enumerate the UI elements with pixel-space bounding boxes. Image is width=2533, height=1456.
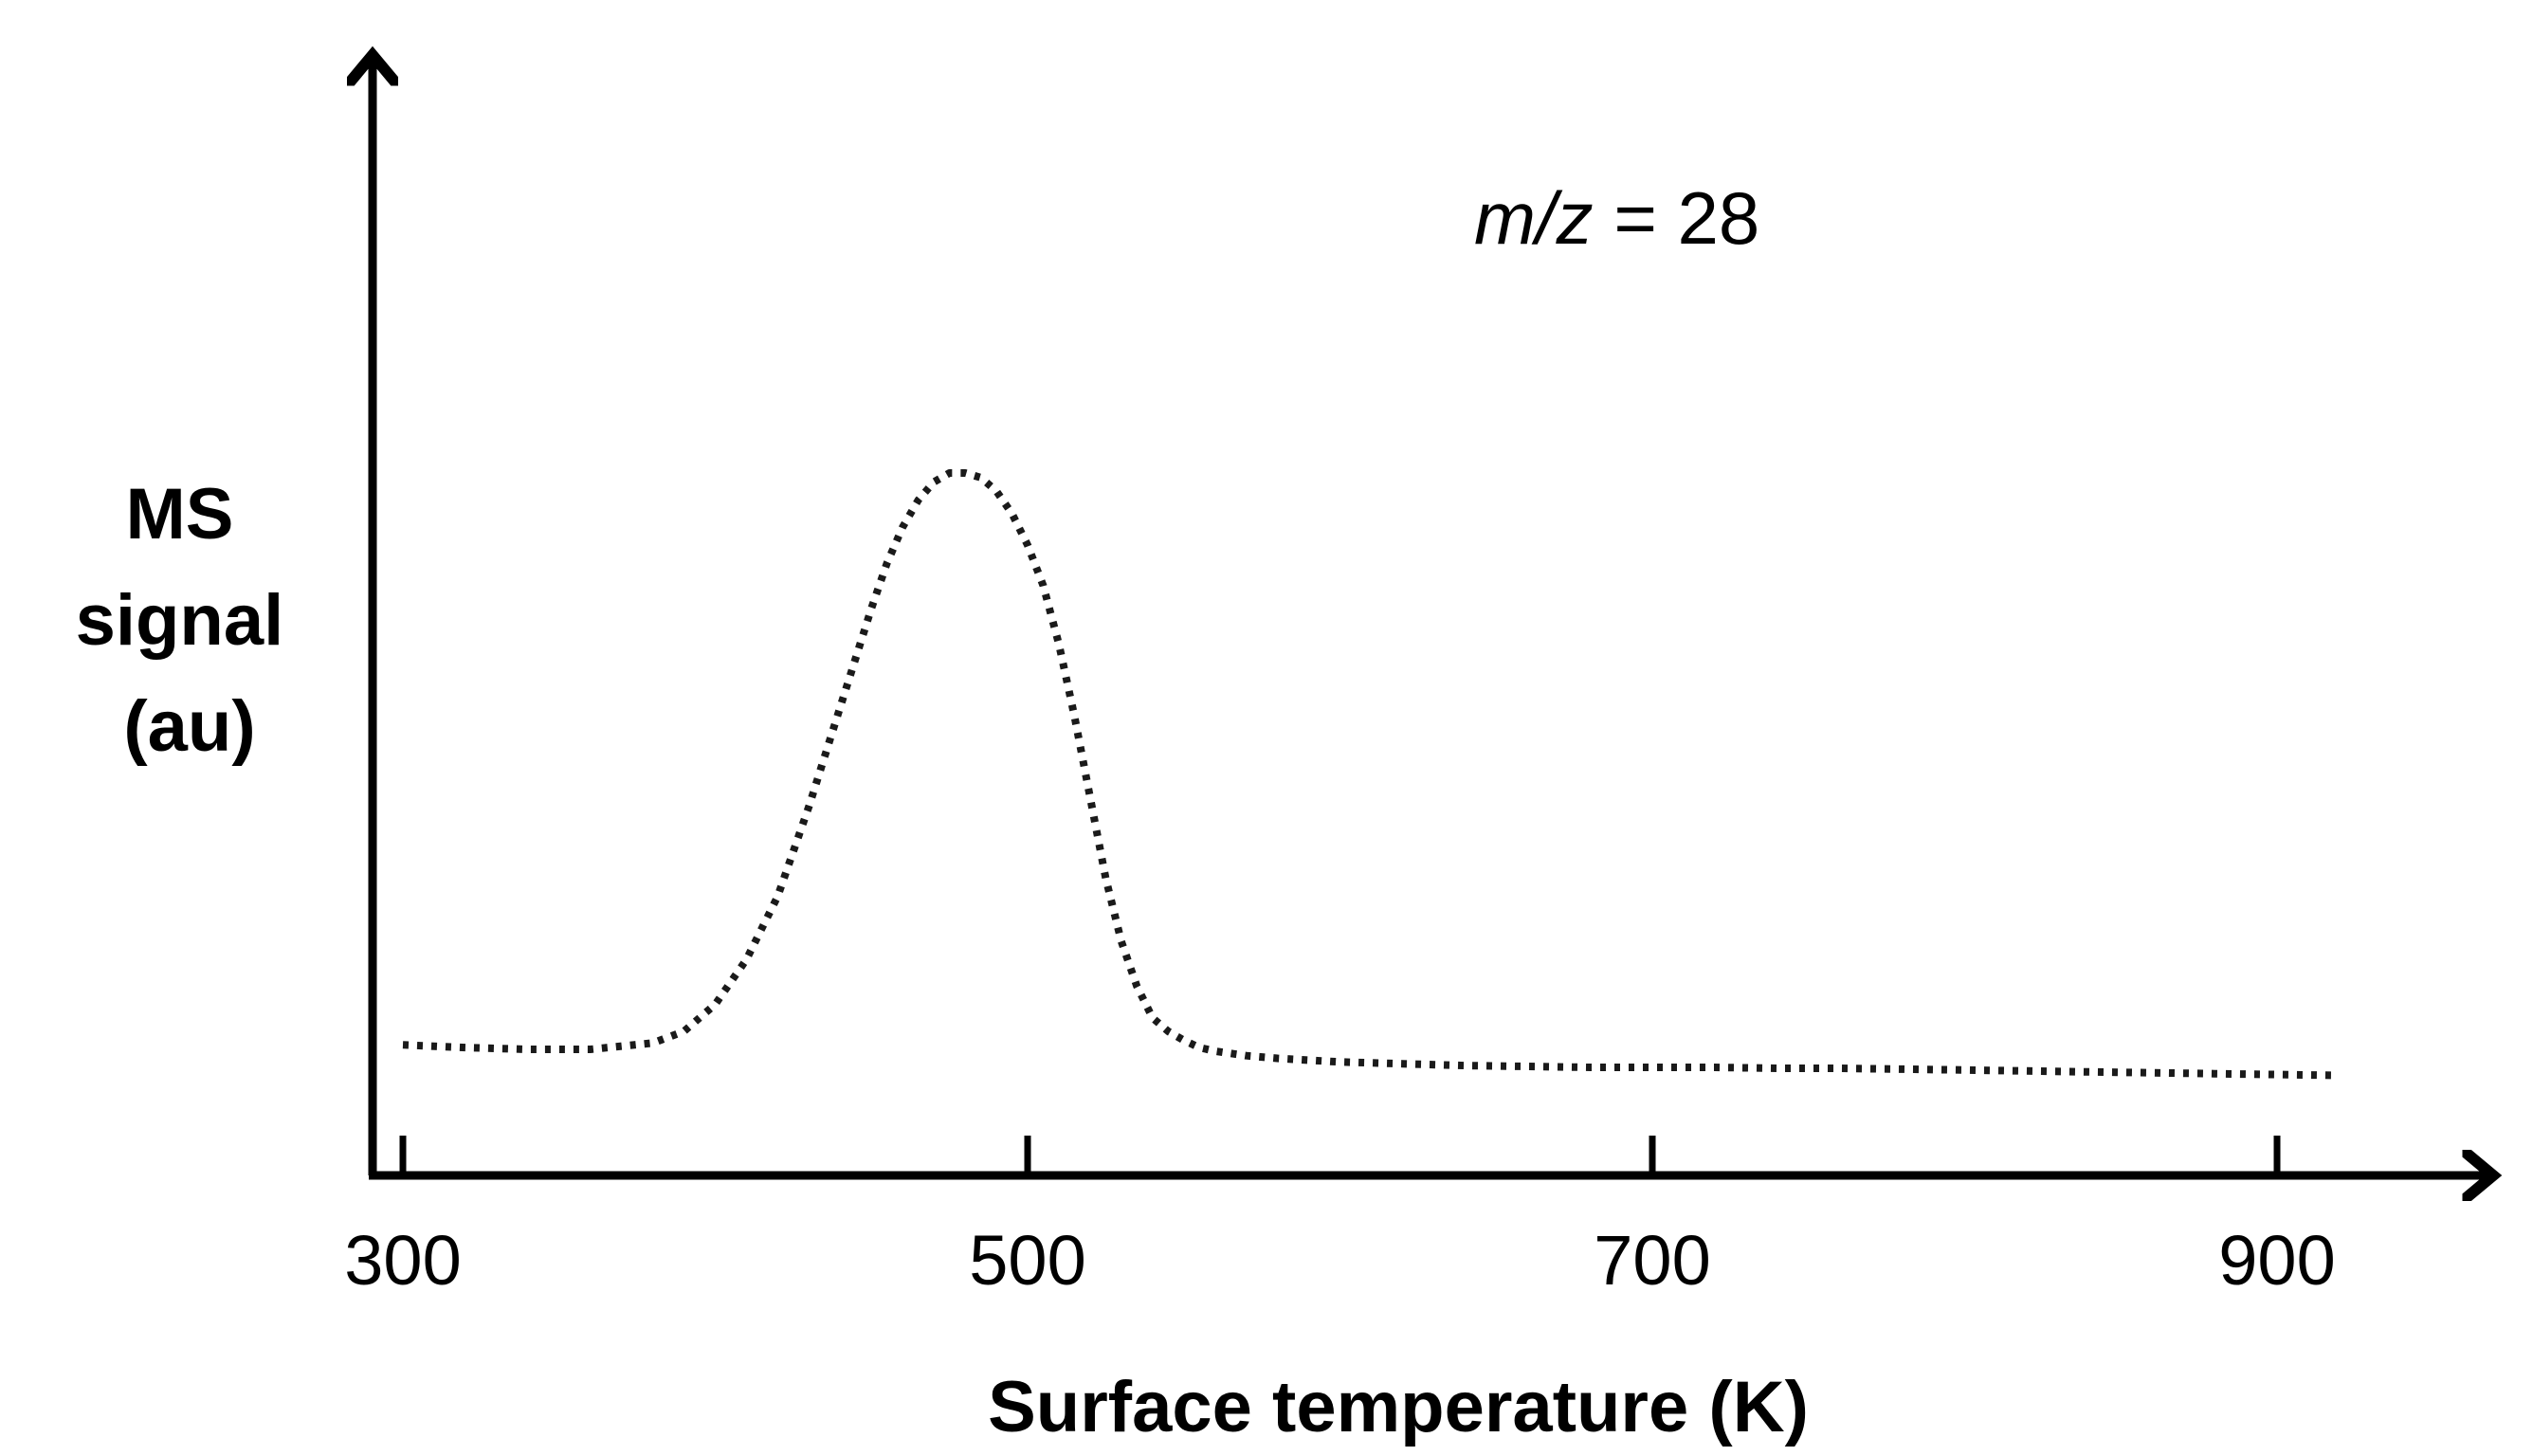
y-axis-label-line-1: MS <box>125 474 233 555</box>
mz-annotation-rest: = 28 <box>1594 176 1760 260</box>
x-tick-label-300: 300 <box>344 1221 461 1300</box>
x-tick-label-500: 500 <box>969 1221 1085 1300</box>
x-axis-label: Surface temperature (K) <box>988 1367 1809 1447</box>
series-layer <box>402 469 2340 1080</box>
mz-annotation-italic: m/z <box>1474 176 1594 260</box>
x-tick-label-700: 700 <box>1594 1221 1710 1300</box>
y-axis-label: MS signal (au) <box>76 474 304 767</box>
y-axis-label-line-3: (au) <box>123 686 255 767</box>
y-axis-label-line-2: signal <box>76 580 284 661</box>
x-tick-label-900: 900 <box>2218 1221 2335 1300</box>
mz-annotation: m/z = 28 <box>1474 176 1759 260</box>
series-line-0 <box>402 469 2340 1080</box>
x-axis-ticks: 300 500 700 900 <box>344 1136 2336 1300</box>
